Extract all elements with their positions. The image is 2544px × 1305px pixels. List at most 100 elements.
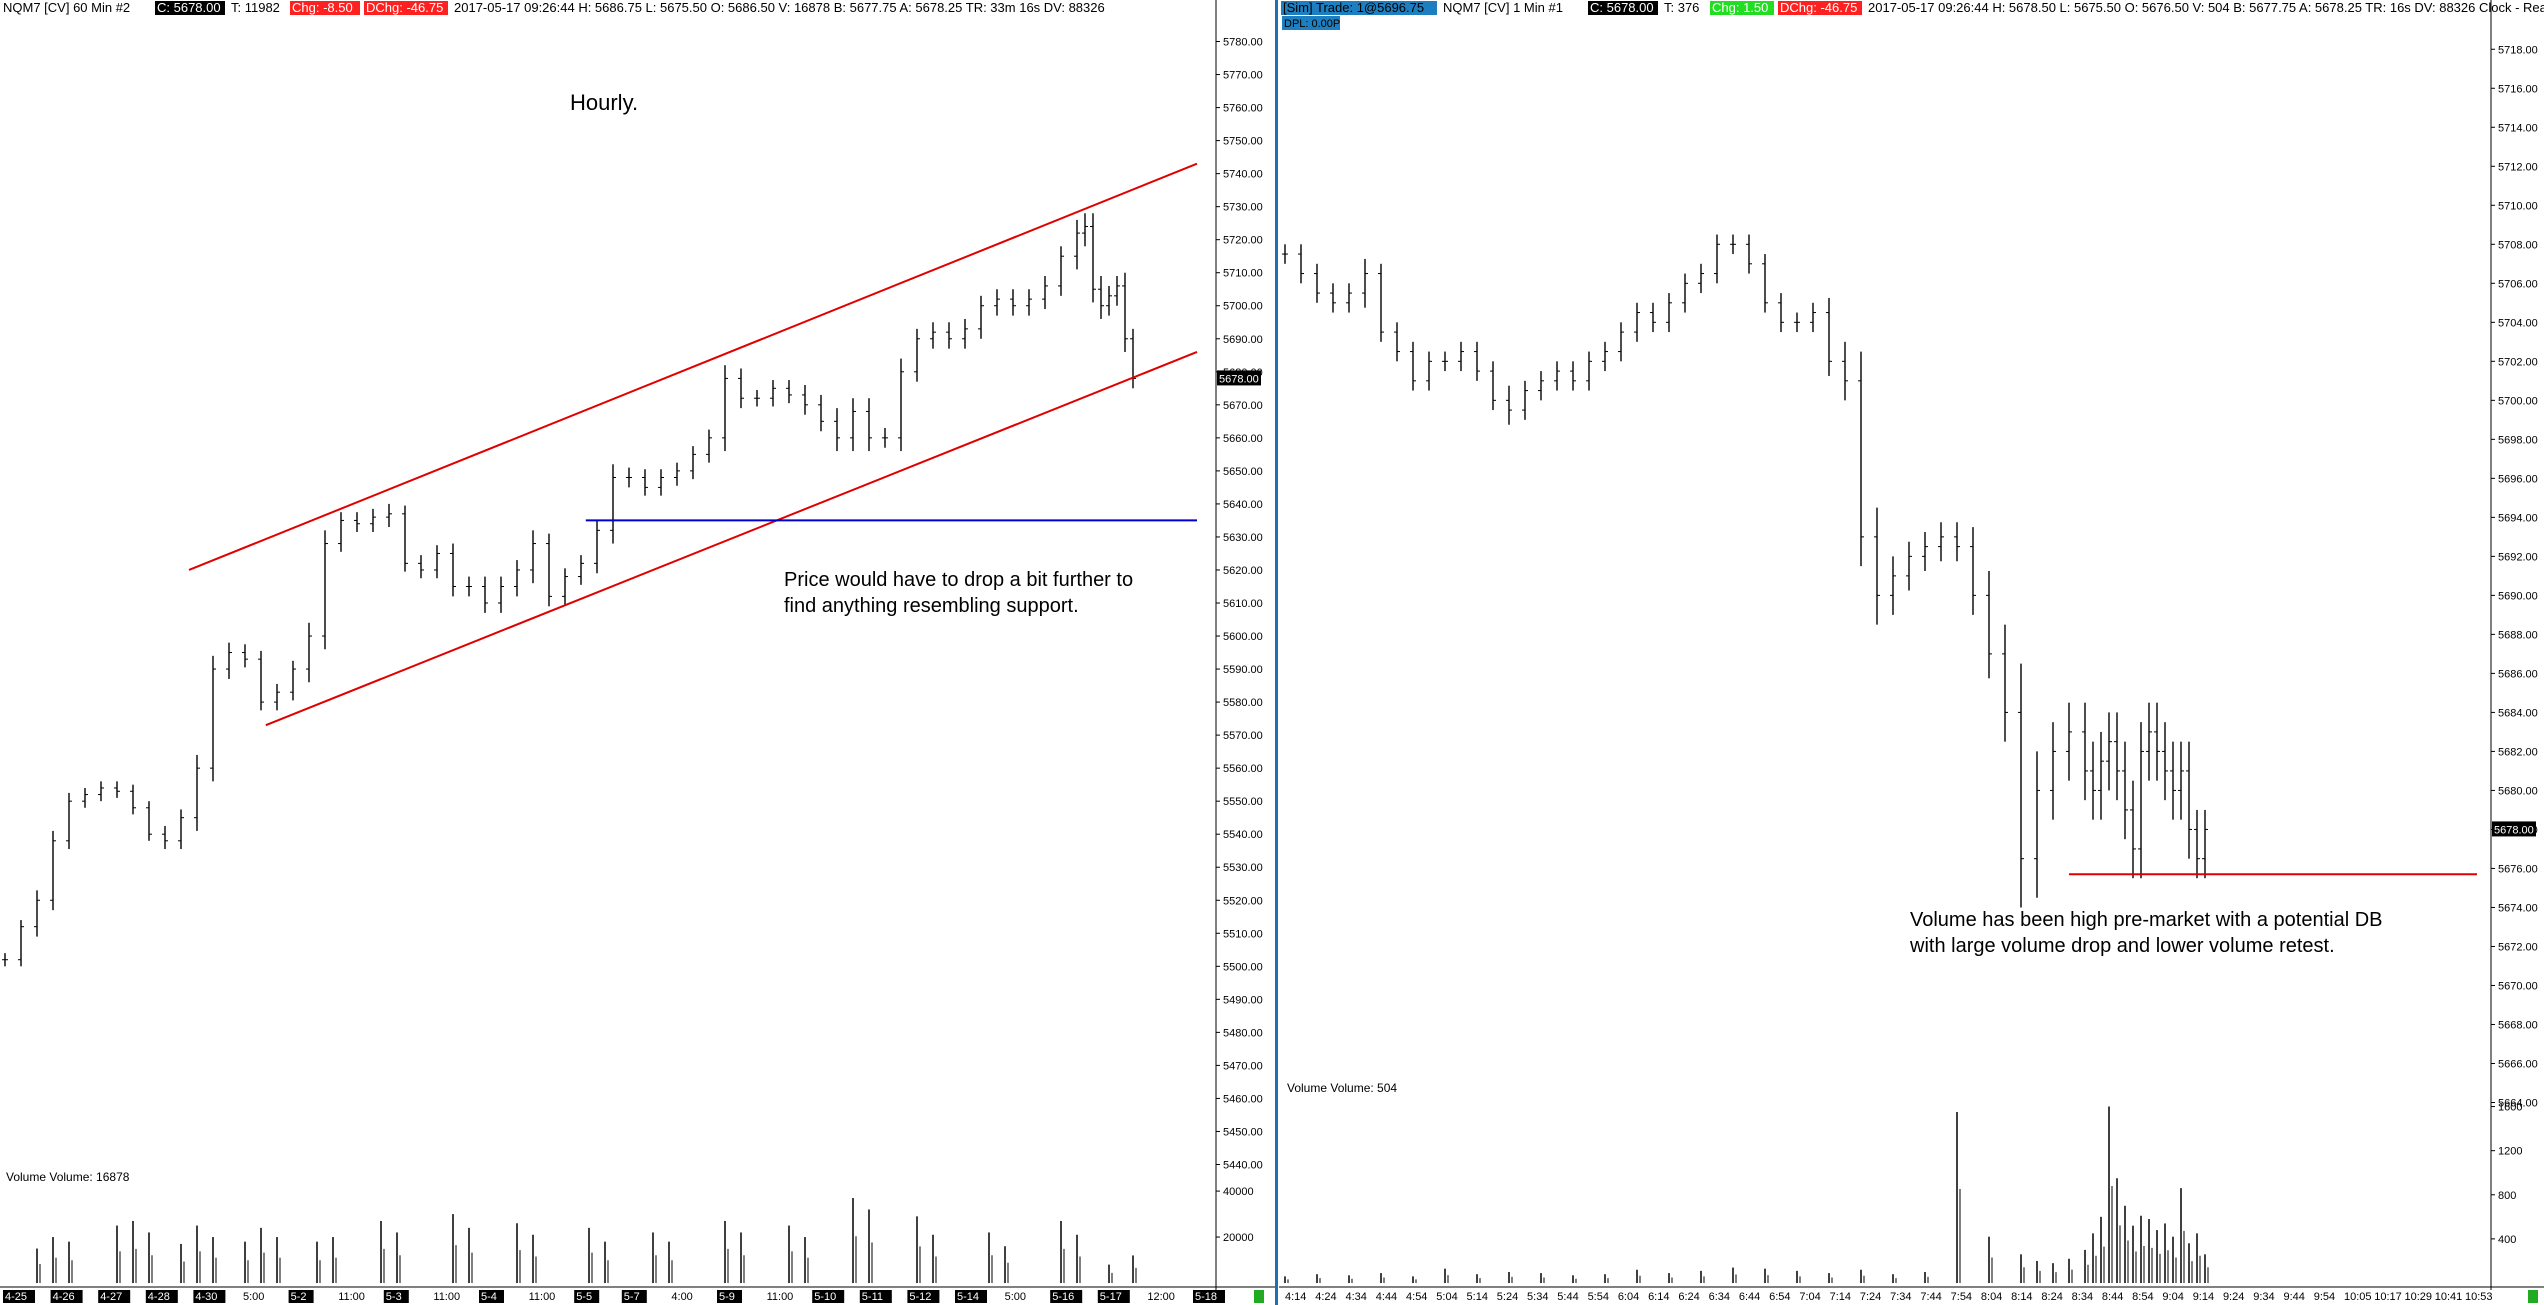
time-label-badge-18	[859, 1290, 892, 1303]
time-label-38: 10:41	[2435, 1291, 2463, 1303]
right-volume-label: Volume Volume: 504	[1287, 1081, 1397, 1095]
time-label-12: 6:14	[1648, 1291, 1669, 1303]
header-field-2: C: 5678.00	[1590, 0, 1654, 15]
time-label-8: 5:34	[1527, 1291, 1548, 1303]
price-tick-label-8: 5520.00	[1223, 895, 1263, 907]
time-label-14: 4:00	[671, 1291, 692, 1303]
time-label-31: 9:24	[2223, 1291, 2244, 1303]
time-label-25: 8:24	[2041, 1291, 2062, 1303]
time-label-18: 5-11	[862, 1291, 883, 1303]
right-panel-end-marker	[2528, 1290, 2538, 1303]
price-tick-label-23: 5710.00	[2498, 200, 2538, 212]
time-label-0: 4-25	[5, 1291, 27, 1303]
price-tick-label-32: 5760.00	[1223, 103, 1263, 115]
price-tick-label-34: 5780.00	[1223, 37, 1263, 49]
time-label-11: 6:04	[1618, 1291, 1639, 1303]
price-tick-label-27: 5710.00	[1223, 268, 1263, 280]
header-badge-5	[1778, 1, 1862, 15]
price-tick-label-20: 5640.00	[1223, 499, 1263, 511]
price-tick-label-22: 5660.00	[1223, 433, 1263, 445]
time-label-0: 4:14	[1285, 1291, 1306, 1303]
time-label-33: 9:44	[2283, 1291, 2304, 1303]
price-tick-label-9: 5530.00	[1223, 862, 1263, 874]
price-tick-label-18: 5620.00	[1223, 565, 1263, 577]
price-tick-label-19: 5630.00	[1223, 532, 1263, 544]
time-label-19: 7:24	[1860, 1291, 1881, 1303]
left-volume-pane: 40000 20000	[36, 1186, 1254, 1283]
time-label-badge-12	[574, 1290, 600, 1303]
time-label-24: 12:00	[1147, 1291, 1175, 1303]
header-field-5: 2017-05-17 09:26:44 H: 5686.75 L: 5675.5…	[454, 0, 1105, 15]
price-tick-label-16: 5696.00	[2498, 473, 2538, 485]
price-tick-label-6: 5500.00	[1223, 961, 1263, 973]
last-price-flag	[2492, 821, 2536, 837]
last-price-flag-label: 5678.00	[1219, 373, 1259, 385]
time-label-badge-10	[479, 1290, 504, 1303]
time-label-16: 11:00	[767, 1291, 794, 1303]
time-label-29: 9:04	[2162, 1291, 2183, 1303]
right-annotation-note-line-2: with large volume drop and lower volume …	[1909, 935, 2335, 957]
price-tick-label-0: 5440.00	[1223, 1159, 1263, 1171]
header-field-1: NQM7 [CV] 1 Min #1	[1443, 0, 1563, 15]
price-tick-label-14: 5580.00	[1223, 697, 1263, 709]
time-label-26: 8:34	[2072, 1291, 2093, 1303]
dpl-badge	[1282, 16, 1340, 30]
panel-divider[interactable]	[1275, 0, 1278, 1305]
time-label-badge-17	[812, 1290, 845, 1303]
time-label-17: 7:04	[1799, 1291, 1820, 1303]
price-tick-label-11: 5686.00	[2498, 668, 2538, 680]
time-label-25: 5-18	[1195, 1291, 1217, 1303]
time-label-15: 5-9	[719, 1291, 735, 1303]
time-label-badge-2	[98, 1290, 131, 1303]
time-label-badge-15	[717, 1290, 742, 1303]
price-tick-label-18: 5700.00	[2498, 395, 2538, 407]
time-label-21: 7:44	[1920, 1291, 1941, 1303]
left-time-axis: 4-25 4-26 4-27 4-28 4-30 5:00 5-2 11:00 5-3 11:00…	[3, 1290, 1225, 1303]
price-tick-label-5: 5674.00	[2498, 902, 2538, 914]
header-badge-0	[1281, 1, 1437, 15]
price-tick-label-4: 5480.00	[1223, 1027, 1263, 1039]
header-badge-3	[290, 1, 360, 15]
left-drawings[interactable]	[188, 162, 1198, 727]
time-label-17: 5-10	[814, 1291, 836, 1303]
time-label-6: 5:14	[1467, 1291, 1488, 1303]
header-badge-4	[364, 1, 448, 15]
left-chart-header: NQM7 [CV] 60 Min #2 C: 5678.00 T: 11982 Chg…	[3, 0, 1105, 15]
channel-lower-line	[265, 351, 1198, 727]
price-tick-label-3: 5670.00	[2498, 980, 2538, 992]
price-tick-label-26: 5700.00	[1223, 301, 1263, 313]
time-label-19: 5-12	[909, 1291, 931, 1303]
left-annotation-title: Hourly.	[570, 90, 638, 115]
time-label-badge-25	[1193, 1290, 1225, 1303]
header-badge-1	[155, 1, 225, 15]
time-label-20: 7:34	[1890, 1291, 1911, 1303]
price-tick-label-20: 5704.00	[2498, 317, 2538, 329]
header-field-4: DChg: -46.75	[366, 0, 443, 15]
header-badge-4	[1710, 1, 1774, 15]
time-label-7: 11:00	[338, 1291, 365, 1303]
price-tick-label-7: 5510.00	[1223, 928, 1263, 940]
left-price-bars: 5678.00	[2, 213, 1261, 967]
volume-tick-label-1: 1200	[2498, 1146, 2522, 1158]
header-badge-2	[1588, 1, 1658, 15]
time-label-4: 4:54	[1406, 1291, 1427, 1303]
time-label-15: 6:44	[1739, 1291, 1760, 1303]
time-label-9: 11:00	[433, 1291, 460, 1303]
price-tick-label-1: 5450.00	[1223, 1126, 1263, 1138]
time-label-badge-6	[288, 1290, 314, 1303]
header-field-3: T: 376	[1664, 0, 1699, 15]
time-label-37: 10:29	[2404, 1291, 2432, 1303]
time-label-34: 9:54	[2314, 1291, 2335, 1303]
price-tick-label-22: 5708.00	[2498, 239, 2538, 251]
time-label-13: 6:24	[1678, 1291, 1699, 1303]
volume-tick-label-2: 800	[2498, 1190, 2516, 1202]
volume-tick-label-0: 1600	[2498, 1102, 2522, 1114]
left-price-axis: 5440.00 5450.00 5460.00 5470.00 5480.00 5490.…	[1216, 37, 1263, 1171]
price-tick-label-11: 5550.00	[1223, 796, 1263, 808]
channel-upper-line	[188, 162, 1198, 571]
price-tick-label-17: 5698.00	[2498, 434, 2538, 446]
time-label-24: 8:14	[2011, 1291, 2032, 1303]
header-field-0: [Sim] Trade: 1@5696.75	[1283, 0, 1424, 15]
price-tick-label-25: 5690.00	[1223, 334, 1263, 346]
